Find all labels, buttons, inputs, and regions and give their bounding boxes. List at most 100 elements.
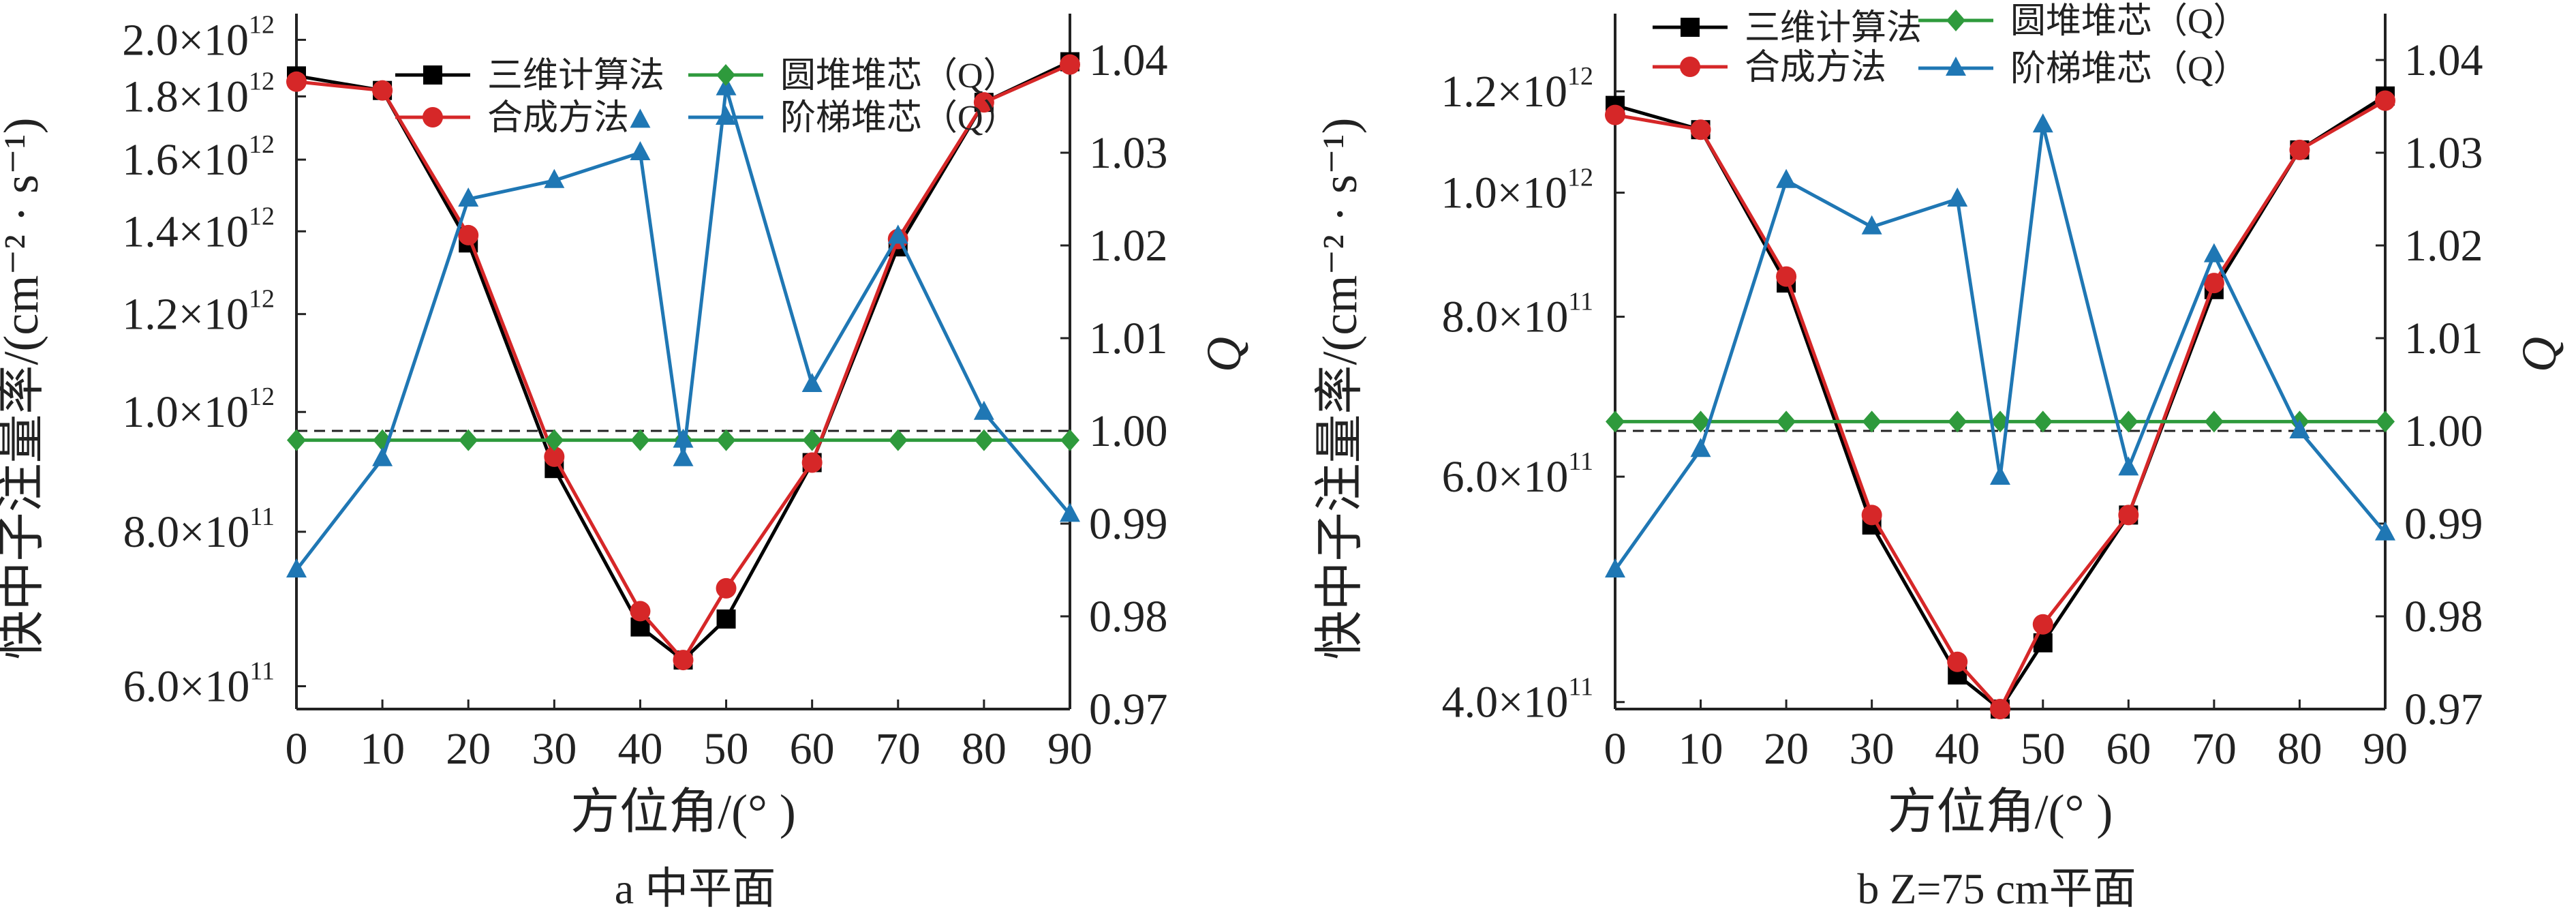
data-point: [2375, 521, 2395, 541]
legend-label: 三维计算法: [487, 57, 664, 95]
data-point: [1777, 410, 1796, 433]
x-tick-label: 20: [446, 724, 491, 774]
x-tick-label: 80: [2277, 724, 2322, 774]
tick-mantissa: 2.0×10: [122, 15, 249, 65]
data-point: [1060, 54, 1080, 75]
tick-mantissa: 6.0×10: [1442, 452, 1569, 502]
y-right-tick-label: 1.03: [1089, 128, 1168, 178]
legend-item: 阶梯堆芯（Q）: [1918, 50, 2249, 89]
tick-mantissa: 8.0×10: [1442, 292, 1569, 342]
data-point: [1605, 558, 1625, 577]
data-point: [974, 429, 994, 451]
legend-item: 阶梯堆芯（Q）: [688, 99, 1019, 138]
legend-item: 圆堆堆芯（Q）: [1918, 2, 2249, 41]
y-right-tick-label: 0.99: [2404, 499, 2483, 549]
data-point: [1690, 119, 1711, 140]
tick-exponent: 11: [1568, 447, 1593, 476]
data-point: [1990, 466, 2010, 485]
tick-exponent: 12: [249, 202, 275, 230]
y-right-tick-label: 0.98: [1089, 592, 1168, 642]
legend-item: 圆堆堆芯（Q）: [688, 57, 1019, 95]
data-point: [1060, 429, 1079, 451]
data-point: [2289, 139, 2310, 160]
series-0: [1606, 86, 2395, 719]
legend-swatch-marker: [423, 65, 442, 85]
y-right-tick-label: 1.04: [1089, 35, 1168, 85]
y-left-tick-label: 1.0×1012: [122, 382, 275, 437]
x-tick-label: 20: [1764, 724, 1809, 774]
data-point: [2204, 410, 2224, 433]
x-tick-label: 70: [876, 724, 921, 774]
data-point: [630, 429, 650, 451]
legend-swatch-marker: [1946, 57, 1966, 76]
y-right-tick-label: 0.98: [2404, 592, 2483, 642]
legend-item: 合成方法: [1653, 48, 1886, 87]
legend-swatch-marker: [716, 106, 736, 125]
y-left-tick-label: 8.0×1011: [1442, 288, 1593, 342]
data-point: [286, 71, 307, 92]
y-right-tick-label: 1.01: [1089, 314, 1168, 363]
y-left-tick-label: 1.4×1012: [122, 202, 275, 256]
y-right-tick-label: 1.01: [2404, 314, 2483, 363]
legend-item: 合成方法: [395, 99, 629, 138]
legend-swatch-marker: [716, 64, 735, 86]
x-tick-label: 40: [617, 724, 662, 774]
x-tick-label: 10: [1678, 724, 1723, 774]
tick-exponent: 12: [249, 67, 275, 95]
x-tick-label: 90: [1047, 724, 1092, 774]
legend-label: 阶梯堆芯（Q）: [780, 99, 1019, 138]
tick-mantissa: 1.2×10: [1441, 67, 1567, 117]
y-left-tick-label: 6.0×1011: [1442, 447, 1593, 502]
data-point: [2375, 90, 2395, 111]
x-tick-label: 30: [532, 724, 577, 774]
x-tick-label: 50: [2021, 724, 2066, 774]
data-point: [2289, 419, 2310, 438]
legend-label: 圆堆堆芯（Q）: [2010, 2, 2249, 41]
data-point: [716, 429, 736, 451]
legend-swatch-marker: [1681, 18, 1700, 37]
series-2: [1606, 410, 2395, 433]
x-tick-label: 0: [286, 724, 308, 774]
x-tick-label: 30: [1850, 724, 1895, 774]
data-point: [1776, 168, 1797, 188]
data-point: [716, 609, 736, 629]
data-point: [458, 224, 479, 245]
tick-exponent: 11: [249, 502, 275, 531]
data-point: [2119, 410, 2138, 433]
legend-swatch-marker: [1946, 10, 1965, 31]
tick-mantissa: 1.2×10: [122, 290, 249, 340]
tick-exponent: 12: [249, 285, 275, 314]
tick-exponent: 12: [249, 382, 275, 411]
y-right-tick-label: 0.99: [1089, 499, 1168, 549]
y-right-tick-label: 1.02: [2404, 221, 2483, 271]
data-point: [673, 428, 694, 448]
data-point: [1948, 410, 1967, 433]
data-point: [286, 558, 307, 577]
tick-exponent: 12: [249, 130, 275, 159]
x-axis-title: 方位角/(° ): [570, 785, 796, 839]
data-point: [716, 577, 737, 599]
data-point: [2203, 243, 2224, 262]
data-point: [1990, 699, 2010, 719]
panel-caption: a 中平面: [615, 865, 776, 913]
data-point: [1862, 410, 1882, 433]
x-tick-label: 50: [704, 724, 749, 774]
y-left-tick-label: 1.2×1012: [122, 285, 275, 340]
legend-swatch-marker: [423, 107, 443, 127]
data-point: [673, 447, 694, 466]
tick-mantissa: 1.6×10: [122, 135, 249, 185]
data-point: [1776, 266, 1797, 287]
y-left-tick-label: 8.0×1011: [123, 502, 275, 557]
data-point: [630, 601, 651, 622]
data-point: [1947, 651, 1968, 672]
x-tick-label: 70: [2192, 724, 2237, 774]
x-tick-label: 90: [2363, 724, 2408, 774]
data-point: [372, 447, 393, 466]
x-tick-label: 80: [962, 724, 1007, 774]
y-right-axis-title: Q: [1197, 337, 1251, 372]
series-3: [1605, 113, 2395, 577]
data-point: [2032, 113, 2053, 133]
data-point: [1947, 187, 1968, 207]
